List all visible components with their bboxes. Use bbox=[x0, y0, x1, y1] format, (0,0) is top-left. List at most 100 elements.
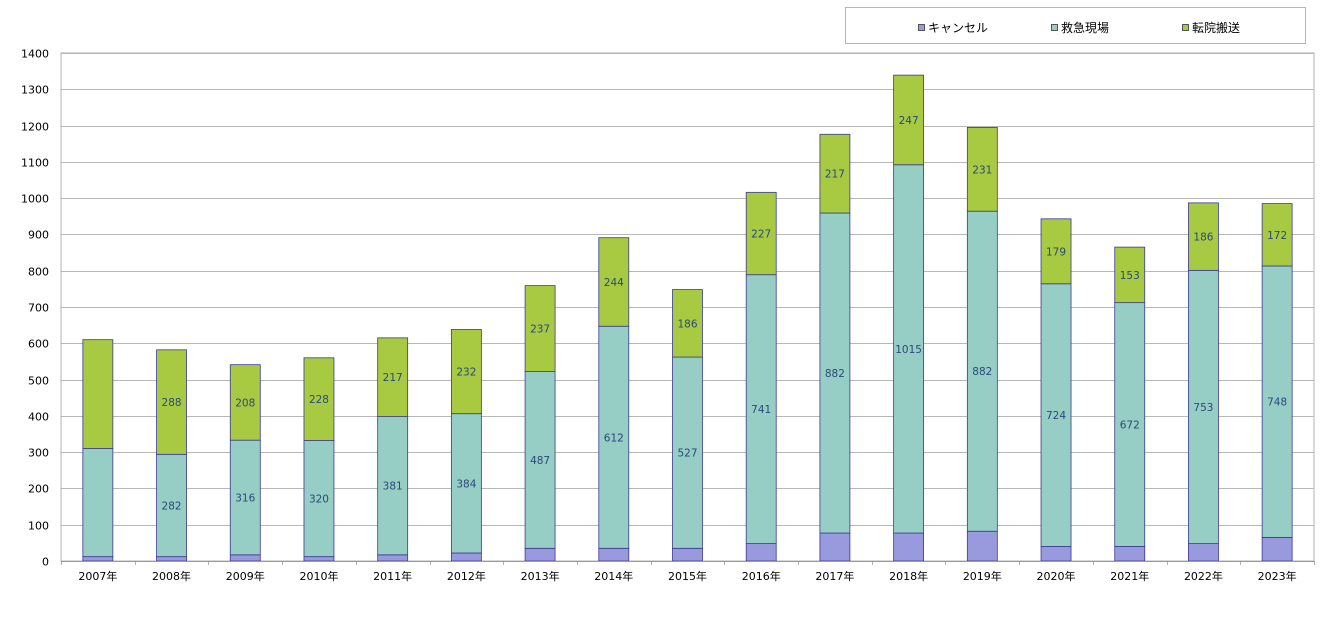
data-label: 227 bbox=[751, 229, 771, 241]
bar-segment bbox=[450, 413, 482, 554]
data-label: 208 bbox=[235, 397, 255, 409]
data-label: 384 bbox=[456, 478, 476, 490]
data-label: 748 bbox=[1267, 397, 1287, 409]
y-tick-label: 700 bbox=[28, 302, 49, 315]
data-label: 320 bbox=[309, 494, 329, 506]
data-label: 741 bbox=[751, 404, 771, 416]
x-tick-label: 2019年 bbox=[963, 569, 1002, 583]
data-label: 247 bbox=[899, 115, 919, 127]
bar-segment bbox=[1040, 218, 1072, 285]
bar-segment bbox=[156, 349, 187, 455]
data-label: 179 bbox=[1046, 246, 1066, 258]
x-tick-label: 2022年 bbox=[1184, 569, 1223, 583]
bar-segment bbox=[672, 547, 703, 562]
legend-swatch-cancel bbox=[918, 24, 925, 31]
data-label: 381 bbox=[383, 481, 403, 493]
x-tick-label: 2017年 bbox=[815, 569, 854, 583]
y-tick-label: 400 bbox=[28, 411, 49, 424]
bar-segment bbox=[1188, 269, 1219, 544]
bar-segment bbox=[1261, 537, 1293, 562]
x-tick-label: 2009年 bbox=[226, 569, 265, 583]
y-tick-label: 900 bbox=[28, 229, 49, 242]
data-label: 1015 bbox=[895, 344, 922, 356]
bar-segment bbox=[1261, 203, 1293, 267]
legend-label-emergency-scene: 救急現場 bbox=[1061, 21, 1110, 35]
data-label: 612 bbox=[604, 432, 624, 444]
bar-segment bbox=[893, 532, 925, 562]
y-tick-label: 100 bbox=[28, 520, 49, 533]
x-tick-label: 2007年 bbox=[78, 569, 117, 583]
bar-segment bbox=[1114, 302, 1146, 547]
bar-segment bbox=[303, 556, 335, 562]
bar-segment bbox=[1040, 546, 1072, 562]
bar-segment bbox=[156, 453, 187, 558]
bar-segment bbox=[1188, 543, 1219, 562]
x-tick-label: 2013年 bbox=[521, 569, 560, 583]
y-tick-label: 1200 bbox=[21, 121, 49, 134]
data-label: 217 bbox=[383, 372, 403, 384]
bar-segment bbox=[524, 547, 556, 562]
bar-segment bbox=[229, 439, 261, 556]
bar-segment bbox=[819, 532, 851, 562]
data-label: 231 bbox=[972, 164, 992, 176]
x-tick-label: 2011年 bbox=[373, 569, 412, 583]
y-tick-label: 1100 bbox=[21, 157, 49, 170]
bar-segment bbox=[229, 364, 261, 441]
bars bbox=[82, 74, 1293, 562]
y-tick-label: 300 bbox=[28, 447, 49, 460]
x-tick-label: 2016年 bbox=[742, 569, 781, 583]
x-tick-label: 2018年 bbox=[889, 569, 928, 583]
bar-segment bbox=[524, 285, 556, 372]
bar-segment bbox=[82, 339, 114, 449]
bar-segment bbox=[1261, 265, 1293, 538]
legend-item-emergency-scene: 救急現場 bbox=[1051, 19, 1109, 36]
x-tick-label: 2021年 bbox=[1110, 569, 1149, 583]
bar-segment bbox=[82, 556, 114, 562]
bar-segment bbox=[598, 547, 630, 562]
bar-segment bbox=[450, 329, 482, 415]
bar-segment bbox=[377, 337, 409, 417]
data-label: 672 bbox=[1120, 420, 1140, 432]
data-label: 172 bbox=[1267, 230, 1287, 242]
bar-segment bbox=[672, 356, 703, 549]
bar-segment bbox=[598, 237, 630, 327]
bar-segment bbox=[1114, 546, 1146, 562]
data-label: 282 bbox=[162, 500, 182, 512]
data-label: 288 bbox=[162, 397, 182, 409]
bar-segment bbox=[966, 126, 998, 212]
legend-label-cancel: キャンセル bbox=[928, 21, 989, 35]
data-label: 228 bbox=[309, 394, 329, 406]
bar-segment bbox=[303, 357, 335, 441]
y-tick-label: 200 bbox=[28, 483, 49, 496]
y-tick-label: 600 bbox=[28, 338, 49, 351]
bar-segment bbox=[1188, 202, 1219, 271]
y-tick-label: 500 bbox=[28, 375, 49, 388]
y-tick-label: 1300 bbox=[21, 84, 49, 97]
bar-segment bbox=[819, 212, 851, 534]
data-label: 753 bbox=[1193, 402, 1213, 414]
y-tick-label: 1000 bbox=[21, 193, 49, 206]
data-label: 186 bbox=[1193, 232, 1213, 244]
bar-segment bbox=[598, 325, 630, 549]
bar-segment bbox=[745, 191, 777, 276]
bar-segment bbox=[966, 210, 998, 532]
data-label: 882 bbox=[972, 366, 992, 378]
data-label: 186 bbox=[677, 318, 697, 330]
x-tick-label: 2008年 bbox=[152, 569, 191, 583]
bar-segment bbox=[1114, 246, 1146, 304]
data-label: 153 bbox=[1120, 270, 1140, 282]
data-label: 232 bbox=[456, 367, 476, 379]
legend: キャンセル 救急現場 転院搬送 bbox=[845, 7, 1306, 44]
bar-segment bbox=[745, 543, 777, 562]
y-tick-label: 800 bbox=[28, 266, 49, 279]
legend-swatch-hospital-transfer bbox=[1182, 24, 1189, 31]
bar-segment bbox=[229, 554, 261, 562]
bar-segment bbox=[377, 416, 409, 556]
data-label: 527 bbox=[677, 448, 697, 460]
bar-segment bbox=[524, 371, 556, 549]
legend-label-hospital-transfer: 転院搬送 bbox=[1192, 21, 1241, 35]
data-label: 316 bbox=[235, 493, 255, 505]
y-tick-label: 0 bbox=[42, 556, 49, 569]
data-label: 882 bbox=[825, 368, 845, 380]
